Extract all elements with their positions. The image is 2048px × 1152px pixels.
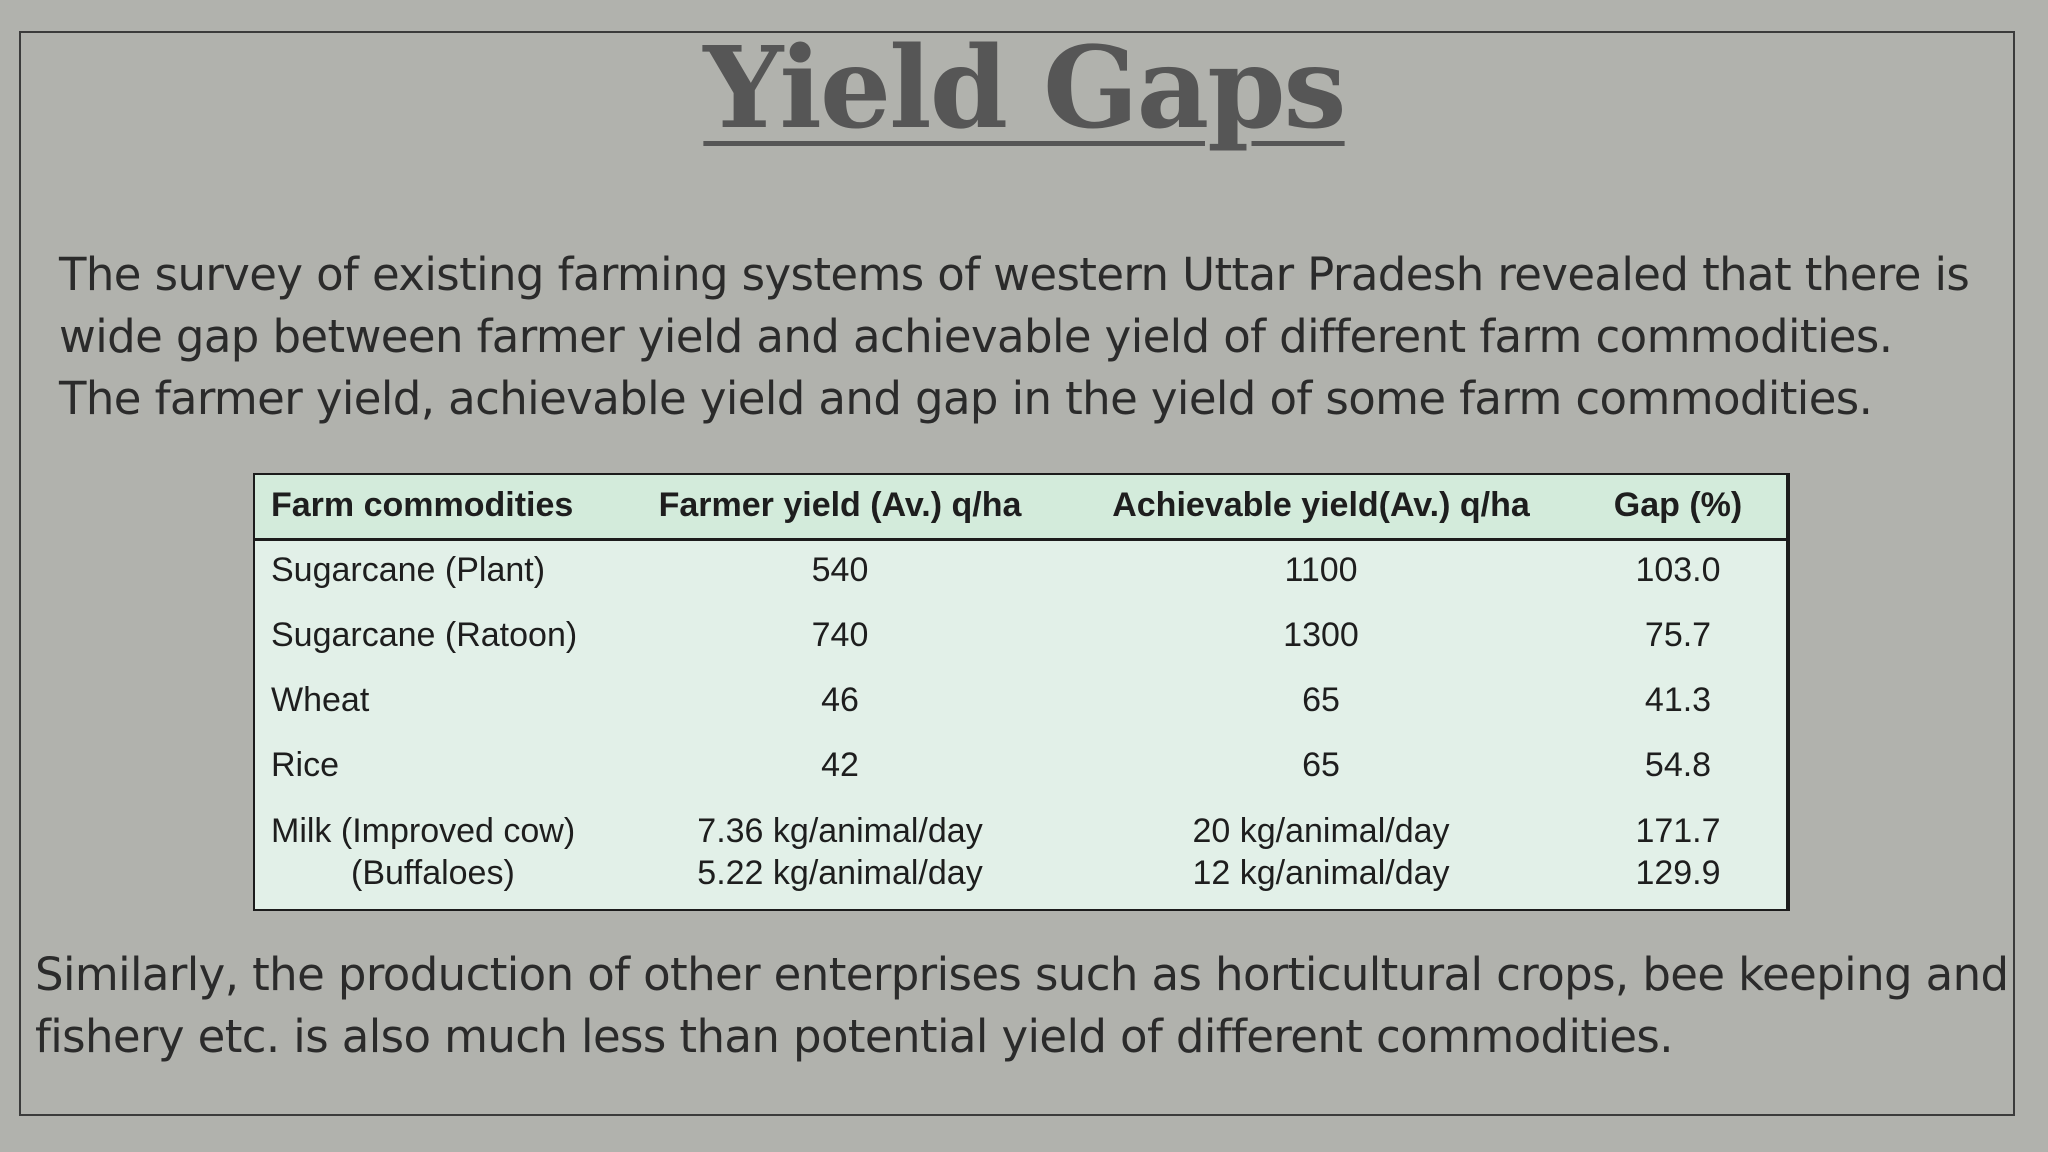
- cell-commodity-sub: (Buffaloes): [351, 854, 515, 892]
- table-row: Sugarcane (Plant) 540 1100 103.0: [255, 550, 1786, 590]
- intro-line: The survey of existing farming systems o…: [59, 248, 1970, 301]
- cell-farmer-yield: 7.36 kg/animal/day: [697, 812, 983, 850]
- cell-gap: 41.3: [1644, 681, 1712, 719]
- table-row: Rice 42 65 54.8: [255, 745, 1786, 785]
- slide-frame: [19, 31, 2015, 1116]
- cell-gap: 103.0: [1635, 551, 1721, 589]
- cell-achievable-yield: 65: [1302, 746, 1340, 784]
- intro-line: The farmer yield, achievable yield and g…: [59, 372, 1873, 425]
- header-achievable-yield: Achievable yield(Av.) q/ha: [1112, 486, 1530, 524]
- cell-achievable-yield: 65: [1302, 681, 1340, 719]
- table-row: Sugarcane (Ratoon) 740 1300 75.7: [255, 615, 1786, 655]
- cell-commodity: Milk (Improved cow): [271, 812, 576, 850]
- cell-gap: 54.8: [1644, 746, 1712, 784]
- cell-achievable-yield: 1300: [1283, 616, 1359, 654]
- intro-line: wide gap between farmer yield and achiev…: [59, 310, 1893, 363]
- outro-line: Similarly, the production of other enter…: [35, 948, 2009, 1001]
- header-farmer-yield: Farmer yield (Av.) q/ha: [658, 486, 1022, 524]
- cell-commodity: Wheat: [271, 681, 370, 719]
- outro-paragraph: Similarly, the production of other enter…: [35, 944, 2025, 1068]
- cell-farmer-yield: 740: [811, 616, 869, 654]
- cell-farmer-yield: 46: [821, 681, 859, 719]
- intro-paragraph: The survey of existing farming systems o…: [59, 244, 2019, 430]
- cell-achievable-yield: 1100: [1284, 551, 1358, 589]
- table-row: Wheat 46 65 41.3: [255, 680, 1786, 720]
- cell-commodity: Rice: [271, 746, 340, 784]
- cell-farmer-yield: 5.22 kg/animal/day: [697, 854, 983, 892]
- cell-gap: 75.7: [1644, 616, 1712, 654]
- cell-gap: 171.7: [1635, 812, 1721, 850]
- cell-achievable-yield: 12 kg/animal/day: [1192, 854, 1450, 892]
- cell-commodity: Sugarcane (Ratoon): [271, 616, 578, 654]
- slide-title: Yield Gaps: [703, 23, 1346, 154]
- table-header-row: Farm commodities Farmer yield (Av.) q/ha…: [255, 475, 1786, 541]
- outro-line: fishery etc. is also much less than pote…: [35, 1010, 1674, 1063]
- header-farm-commodities: Farm commodities: [271, 486, 574, 524]
- cell-gap: 129.9: [1635, 854, 1721, 892]
- cell-commodity: Sugarcane (Plant): [271, 551, 546, 589]
- cell-farmer-yield: 540: [811, 551, 869, 589]
- header-gap: Gap (%): [1613, 486, 1743, 524]
- cell-farmer-yield: 42: [821, 746, 859, 784]
- table-row-milk: Milk (Improved cow) (Buffaloes) 7.36 kg/…: [255, 811, 1786, 895]
- yield-table: Farm commodities Farmer yield (Av.) q/ha…: [253, 473, 1790, 911]
- cell-achievable-yield: 20 kg/animal/day: [1192, 812, 1450, 850]
